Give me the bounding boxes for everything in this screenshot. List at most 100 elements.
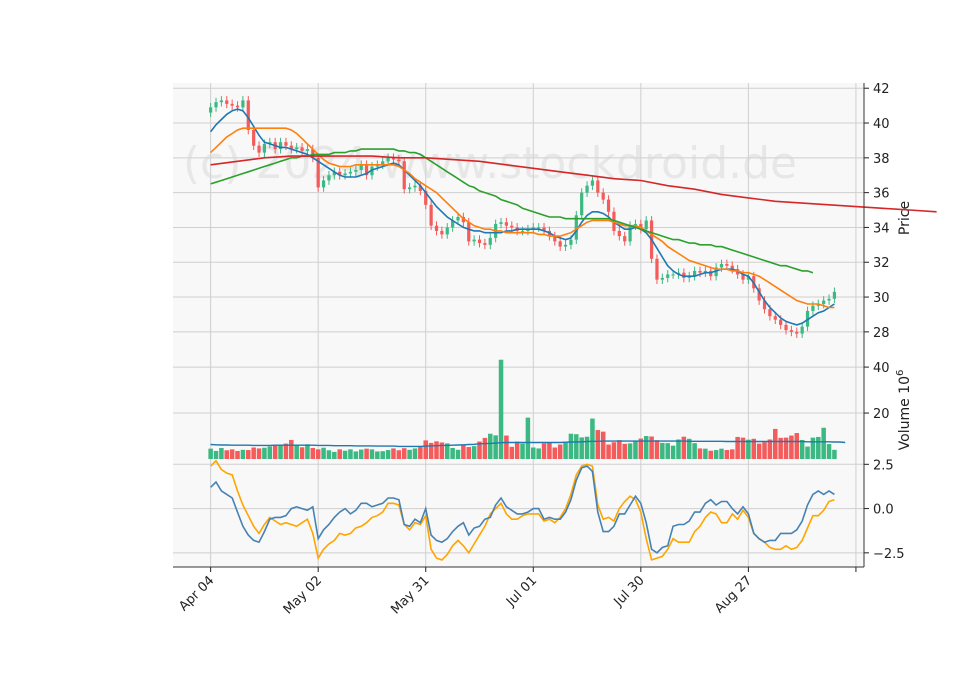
volume-bar bbox=[482, 437, 488, 459]
candle-body bbox=[757, 288, 761, 301]
volume-bar bbox=[493, 435, 498, 459]
volume-bar bbox=[789, 435, 794, 459]
volume-bar bbox=[638, 438, 644, 459]
volume-bar bbox=[778, 437, 783, 459]
candle-body bbox=[537, 227, 541, 229]
volume-bar bbox=[396, 450, 402, 459]
volume-average-line bbox=[210, 440, 846, 448]
x-tick-label: May 31 bbox=[388, 573, 432, 617]
volume-bar bbox=[821, 427, 826, 459]
volume-bar bbox=[773, 428, 778, 459]
volume-bar bbox=[455, 449, 461, 459]
volume-axis-label-exponent: 6 bbox=[895, 370, 906, 376]
volume-bar bbox=[547, 441, 552, 459]
volume-bar bbox=[600, 431, 606, 459]
candle-body bbox=[666, 274, 670, 278]
candle-body bbox=[655, 258, 659, 280]
candle-body bbox=[343, 173, 347, 176]
volume-bar bbox=[391, 448, 396, 459]
volume-bar bbox=[509, 446, 515, 459]
candle-body bbox=[434, 225, 439, 231]
volume-bar bbox=[729, 449, 735, 459]
candle-body bbox=[789, 330, 794, 332]
volume-bar bbox=[504, 435, 509, 459]
volume-bar bbox=[805, 446, 810, 459]
oscillator-panel bbox=[173, 459, 864, 567]
volume-bar bbox=[794, 433, 800, 459]
oscillator-signal-line bbox=[210, 459, 835, 561]
volume-bar bbox=[246, 450, 251, 459]
volume-bar bbox=[337, 449, 342, 459]
volume-bar bbox=[321, 447, 326, 459]
candle-body bbox=[467, 222, 471, 242]
candle-body bbox=[295, 147, 299, 150]
candle-body bbox=[520, 230, 525, 232]
volume-bar bbox=[654, 440, 660, 459]
volume-bar bbox=[450, 447, 455, 459]
x-tick-label: Apr 04 bbox=[176, 573, 217, 614]
volume-bar bbox=[326, 450, 332, 459]
volume-bar bbox=[665, 443, 670, 459]
volume-axis-label: Volume 106 bbox=[895, 370, 913, 451]
volume-bar bbox=[536, 448, 541, 459]
volume-bar bbox=[563, 442, 568, 459]
price-y-tick-label: 30 bbox=[873, 291, 890, 306]
volume-bar bbox=[385, 450, 391, 459]
volume-bar bbox=[364, 448, 369, 459]
volume-bar bbox=[606, 444, 611, 459]
volume-bar bbox=[746, 439, 751, 459]
volume-bar bbox=[767, 439, 773, 459]
candle-body bbox=[311, 149, 315, 158]
candle-body bbox=[709, 270, 713, 277]
candle-body bbox=[338, 171, 342, 176]
volume-bar bbox=[251, 447, 256, 459]
candle-body bbox=[289, 145, 293, 150]
volume-bar bbox=[611, 442, 617, 459]
candle-body bbox=[327, 175, 331, 181]
candle-body bbox=[284, 142, 288, 146]
candle-body bbox=[402, 161, 406, 190]
candle-body bbox=[407, 187, 412, 190]
price-y-tick-label: 34 bbox=[873, 221, 890, 236]
candle-body bbox=[574, 215, 578, 240]
volume-bar bbox=[756, 443, 762, 459]
volume-bar bbox=[267, 446, 273, 459]
volume-bar bbox=[740, 437, 746, 459]
candle-body bbox=[719, 263, 724, 268]
candle-body bbox=[429, 204, 433, 226]
candle-body bbox=[660, 277, 664, 280]
candle-body bbox=[268, 142, 272, 144]
volume-bar bbox=[272, 445, 278, 459]
candle-body bbox=[714, 267, 718, 277]
volume-bar bbox=[353, 451, 359, 459]
candle-body bbox=[381, 161, 385, 165]
x-tick-label: Aug 27 bbox=[712, 573, 755, 616]
volume-bar bbox=[595, 430, 601, 459]
candle-body bbox=[687, 276, 691, 278]
candle-body bbox=[472, 239, 476, 242]
candle-body bbox=[354, 170, 358, 172]
volume-bar bbox=[498, 359, 504, 459]
watermark: (c) 2024 www.stockdroid.de bbox=[183, 138, 797, 189]
price-y-tick-label: 32 bbox=[873, 256, 890, 271]
candle-body bbox=[698, 270, 702, 273]
candle-body bbox=[779, 319, 783, 325]
candle-body bbox=[816, 304, 820, 306]
volume-bar bbox=[643, 436, 649, 459]
volume-bar bbox=[219, 447, 224, 459]
volume-bar bbox=[439, 442, 445, 459]
volume-bar bbox=[461, 445, 466, 459]
volume-bar bbox=[423, 440, 428, 459]
candle-body bbox=[606, 199, 611, 212]
candle-body bbox=[639, 223, 643, 230]
candle-body bbox=[703, 270, 707, 273]
volume-bar bbox=[697, 448, 703, 459]
volume-bar bbox=[466, 447, 472, 459]
volume-bar bbox=[434, 441, 439, 459]
candle-body bbox=[214, 102, 218, 108]
volume-bar bbox=[826, 444, 832, 459]
candle-body bbox=[397, 159, 401, 162]
volume-bar bbox=[627, 443, 633, 459]
candle-body bbox=[230, 103, 234, 106]
